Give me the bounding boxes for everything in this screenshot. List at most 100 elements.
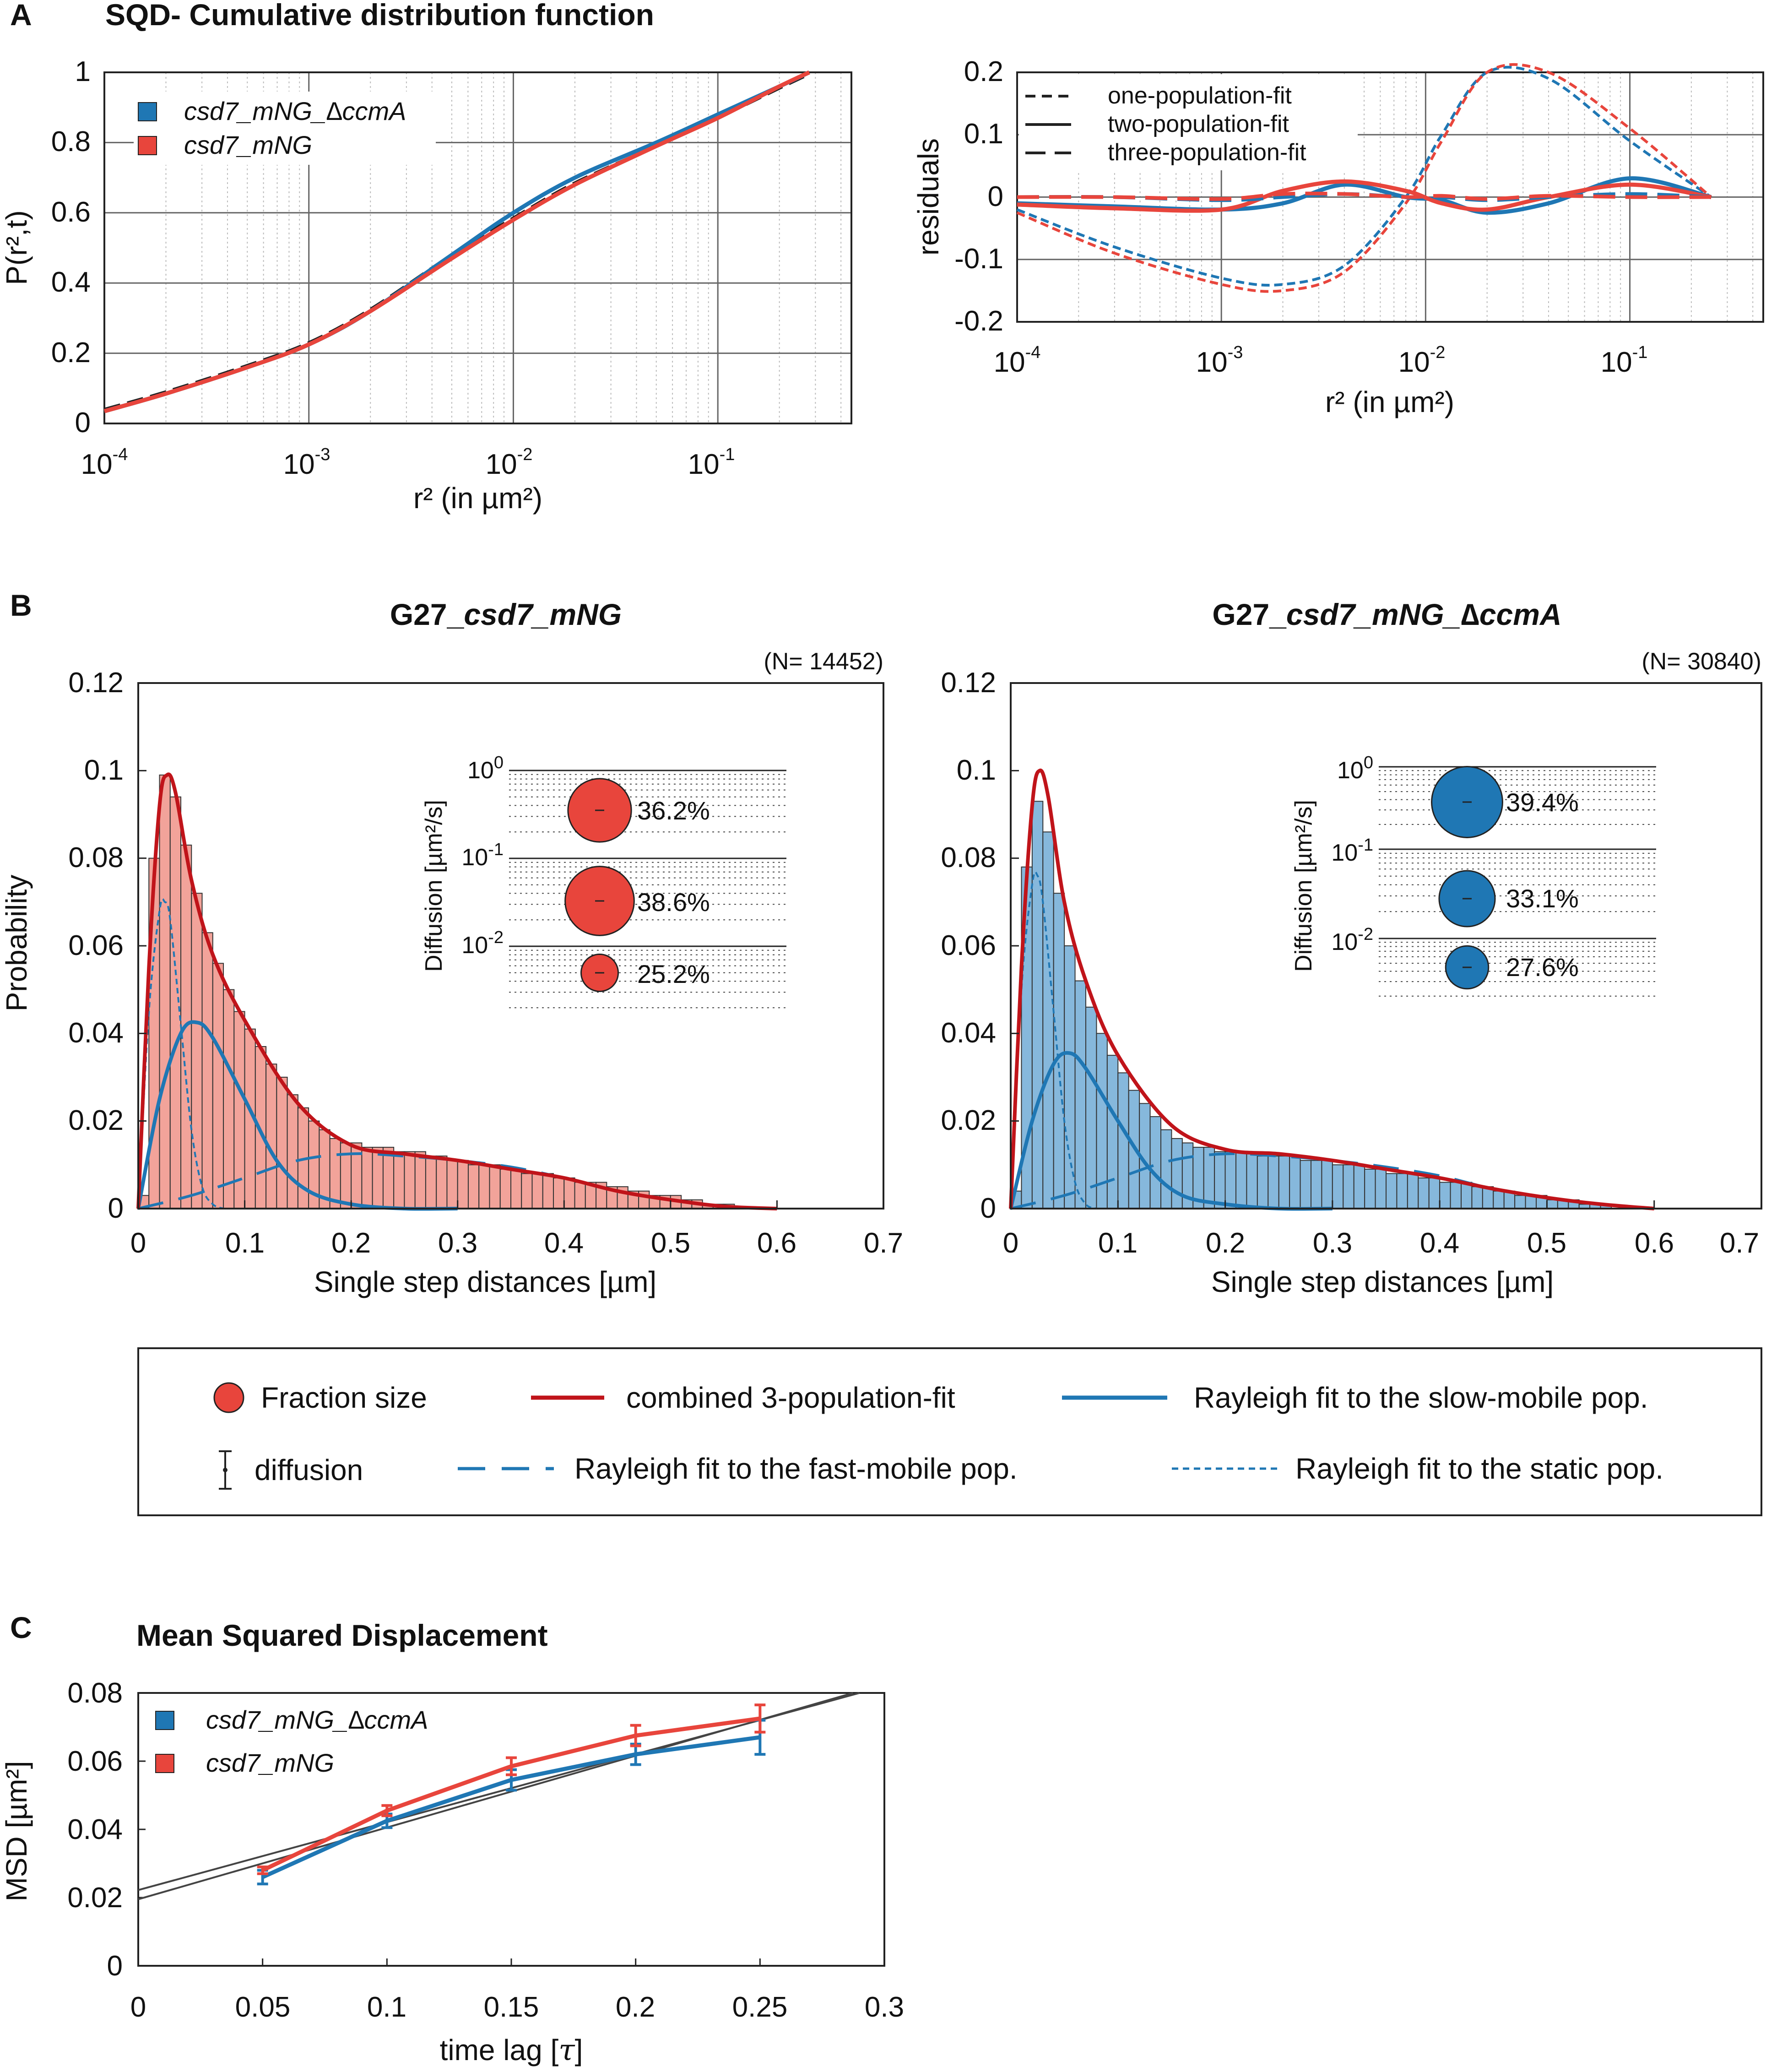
- panel-c-title: Mean Squared Displacement: [136, 1618, 548, 1652]
- cdf-legend: csd7_mNG_∆ccmA csd7_mNG: [134, 92, 436, 165]
- histogram-left-x-ticks: 0 0.1 0.2 0.3 0.4 0.5 0.6 0.7: [130, 1227, 903, 1259]
- cdf-ytick-4: 0.8: [51, 126, 91, 157]
- msd-xtick-4: 0.2: [616, 1991, 655, 2023]
- residuals-legend-label-1: two-population-fit: [1108, 111, 1289, 137]
- residuals-plot: -0.2 -0.1 0 0.1 0.2 10-4 10-3 10-2 10-1 …: [912, 56, 1764, 418]
- histogram-bar: [436, 1155, 448, 1209]
- histogram-bar: [1375, 1168, 1387, 1209]
- histogram-bar: [372, 1147, 384, 1209]
- panel-a-letter: A: [10, 0, 32, 32]
- cdf-ytick-3: 0.6: [51, 196, 91, 228]
- histogram-left-ticks: [137, 682, 884, 1210]
- histogram-bar: [1257, 1155, 1269, 1209]
- residual-series-line: [1017, 179, 1712, 213]
- inset-right: Diffusion [µm²/s] 100 10-1 10-2 39.4% 33…: [1290, 753, 1657, 1007]
- msd-legend-label-1: csd7_mNG: [206, 1748, 334, 1777]
- hl-ytick-3: 0.06: [68, 930, 124, 961]
- legend-item-slow: Rayleigh fit to the slow-mobile pop.: [1194, 1381, 1648, 1414]
- inset-left-y-label: Diffusion [µm²/s]: [421, 800, 447, 972]
- histogram-right-fits: [1009, 768, 1655, 1211]
- hl-xtick-3: 0.3: [438, 1227, 477, 1259]
- histogram-bar: [265, 1063, 277, 1210]
- inset-left-fraction-1: 38.6%: [637, 888, 710, 917]
- cdf-legend-swatch-blue: [138, 102, 157, 121]
- cdf-grid: [103, 72, 851, 423]
- legend-item-diffusion: diffusion: [255, 1454, 363, 1486]
- inset-right-fraction-0: 39.4%: [1506, 788, 1579, 817]
- histogram-left-title: G27_csd7_mNG: [390, 597, 622, 631]
- residuals-legend-label-0: one-population-fit: [1108, 82, 1292, 109]
- residuals-legend-bg: [1019, 74, 1358, 170]
- histogram-bar: [1407, 1173, 1419, 1209]
- histogram-bar: [201, 932, 213, 1210]
- legend-fraction-circle: [213, 1382, 244, 1413]
- res-xtick-0: 10-4: [994, 343, 1041, 378]
- hr-xtick-4: 0.4: [1420, 1227, 1459, 1259]
- histogram-right-x-ticks: 0 0.1 0.2 0.3 0.4 0.5 0.6 0.7: [1003, 1227, 1759, 1259]
- cdf-legend-bg: [134, 92, 436, 165]
- msd-legend-swatch-blue: [155, 1711, 174, 1730]
- residuals-y-ticks: -0.2 -0.1 0 0.1 0.2: [954, 56, 1003, 337]
- histogram-bar: [446, 1160, 458, 1209]
- cdf-axes-box: [103, 71, 852, 424]
- res-ytick-0: -0.2: [954, 305, 1003, 337]
- histogram-bar: [1106, 1055, 1119, 1210]
- histogram-left-y-label: Probability: [0, 875, 33, 1012]
- inset-right-fraction-2: 27.6%: [1506, 953, 1579, 982]
- residuals-lines: [1016, 63, 1712, 293]
- inset-left-fraction-2: 25.2%: [637, 960, 710, 988]
- histogram-bar: [361, 1147, 373, 1209]
- histogram-bar: [1364, 1168, 1376, 1209]
- res-ytick-3: 0.1: [964, 118, 1003, 150]
- msd-ytick-2: 0.04: [67, 1814, 123, 1845]
- histogram-bar: [531, 1173, 543, 1209]
- histogram-bar: [159, 774, 171, 1209]
- res-xtick-1: 10-3: [1196, 343, 1243, 378]
- histogram-bar: [510, 1168, 522, 1209]
- msd-xtick-5: 0.25: [732, 1991, 788, 2023]
- inset-left-grid: [509, 770, 786, 1009]
- msd-y-label: MSD [µm²]: [0, 1761, 33, 1901]
- fit-combined-line: [1009, 768, 1655, 1210]
- histogram-bar: [1439, 1182, 1451, 1210]
- inset-right-y-label: Diffusion [µm²/s]: [1290, 800, 1317, 972]
- inset-left-fraction-0: 36.2%: [637, 796, 710, 825]
- histogram-bar: [1224, 1151, 1237, 1209]
- legend-box: Fraction size combined 3-population-fit …: [137, 1347, 1762, 1516]
- histogram-bar: [1418, 1177, 1430, 1210]
- residuals-legend: one-population-fit two-population-fit th…: [1019, 74, 1358, 170]
- histogram-bar: [1214, 1151, 1226, 1209]
- histogram-bar: [1343, 1164, 1354, 1209]
- histogram-bar: [553, 1177, 565, 1210]
- histogram-bar: [1493, 1190, 1505, 1210]
- legend-box-frame: [137, 1347, 1762, 1516]
- histogram-bar: [489, 1164, 501, 1209]
- cdf-xtick-0: 10-4: [81, 445, 128, 480]
- cdf-x-ticks: 10-4 10-3 10-2 10-1: [81, 445, 735, 480]
- panel-b-letter: B: [10, 588, 32, 622]
- inset-left-ytick-1: 10-1: [461, 840, 504, 871]
- fit-slow-line: [1009, 1051, 1333, 1211]
- cdf-lines: [103, 70, 810, 413]
- cdf-legend-swatch-red: [138, 136, 157, 155]
- hl-ytick-1: 0.02: [68, 1105, 124, 1136]
- hl-ytick-0: 0: [108, 1193, 124, 1224]
- cdf-x-label: r² (in µm²): [413, 482, 542, 515]
- legend-item-fraction: Fraction size: [261, 1381, 427, 1414]
- histogram-bar: [1471, 1186, 1483, 1210]
- histogram-right-n: (N= 30840): [1641, 648, 1761, 675]
- inset-left-ytick-0: 100: [467, 753, 504, 784]
- histogram-bar: [467, 1164, 480, 1209]
- histogram-bar: [1321, 1160, 1333, 1209]
- histogram-bar: [1353, 1164, 1365, 1209]
- inset-left-ytick-2: 10-2: [461, 928, 504, 959]
- histogram-bar: [1246, 1151, 1258, 1209]
- legend-errorbar-dot: [223, 1468, 228, 1472]
- histogram-bar: [499, 1168, 511, 1209]
- hl-ytick-6: 0.12: [68, 667, 124, 699]
- hl-xtick-6: 0.6: [757, 1227, 796, 1259]
- cdf-ytick-5: 1: [75, 56, 91, 87]
- histogram-bar: [212, 963, 224, 1209]
- cdf-y-label: P(r²,t): [0, 210, 33, 285]
- histogram-bar: [478, 1164, 490, 1209]
